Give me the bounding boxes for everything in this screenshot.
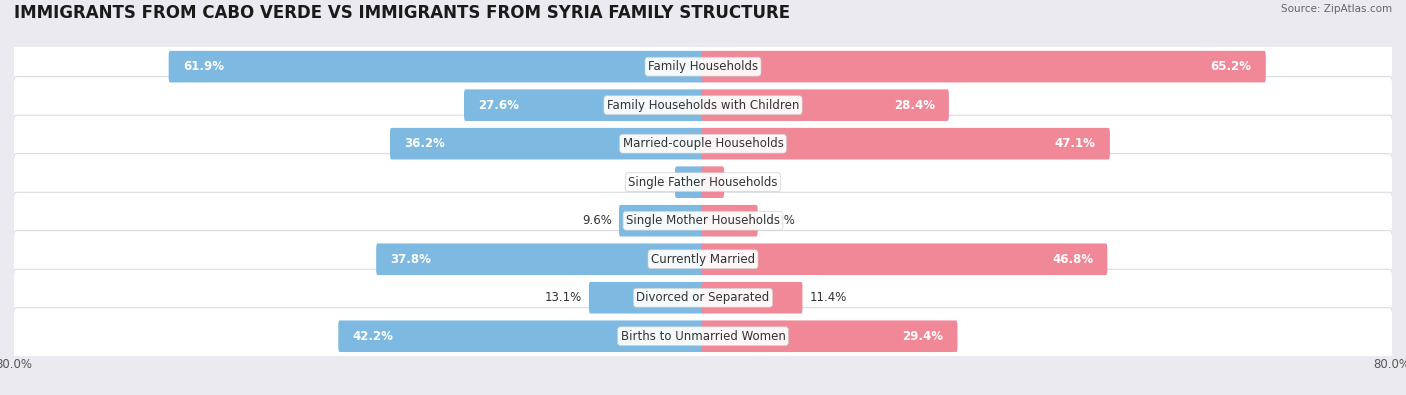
FancyBboxPatch shape bbox=[464, 89, 704, 121]
FancyBboxPatch shape bbox=[377, 243, 704, 275]
FancyBboxPatch shape bbox=[13, 77, 1393, 134]
FancyBboxPatch shape bbox=[13, 154, 1393, 211]
Text: 61.9%: 61.9% bbox=[183, 60, 224, 73]
Text: 9.6%: 9.6% bbox=[582, 214, 612, 227]
FancyBboxPatch shape bbox=[13, 192, 1393, 249]
FancyBboxPatch shape bbox=[702, 205, 758, 237]
FancyBboxPatch shape bbox=[13, 231, 1393, 288]
Text: 37.8%: 37.8% bbox=[391, 253, 432, 266]
Text: Births to Unmarried Women: Births to Unmarried Women bbox=[620, 330, 786, 343]
Text: 36.2%: 36.2% bbox=[404, 137, 446, 150]
Text: Family Households: Family Households bbox=[648, 60, 758, 73]
Text: Single Mother Households: Single Mother Households bbox=[626, 214, 780, 227]
Text: 46.8%: 46.8% bbox=[1052, 253, 1092, 266]
FancyBboxPatch shape bbox=[13, 308, 1393, 365]
Text: 11.4%: 11.4% bbox=[810, 291, 848, 304]
Text: Divorced or Separated: Divorced or Separated bbox=[637, 291, 769, 304]
Text: 13.1%: 13.1% bbox=[544, 291, 582, 304]
FancyBboxPatch shape bbox=[13, 115, 1393, 172]
FancyBboxPatch shape bbox=[389, 128, 704, 160]
FancyBboxPatch shape bbox=[13, 269, 1393, 326]
Text: 6.2%: 6.2% bbox=[765, 214, 794, 227]
Text: 29.4%: 29.4% bbox=[903, 330, 943, 343]
Text: 27.6%: 27.6% bbox=[478, 99, 519, 112]
Text: 2.3%: 2.3% bbox=[731, 176, 761, 189]
Text: 47.1%: 47.1% bbox=[1054, 137, 1095, 150]
FancyBboxPatch shape bbox=[702, 128, 1109, 160]
FancyBboxPatch shape bbox=[13, 38, 1393, 95]
Text: Currently Married: Currently Married bbox=[651, 253, 755, 266]
Text: 3.1%: 3.1% bbox=[638, 176, 668, 189]
Text: 65.2%: 65.2% bbox=[1211, 60, 1251, 73]
Text: Married-couple Households: Married-couple Households bbox=[623, 137, 783, 150]
Text: IMMIGRANTS FROM CABO VERDE VS IMMIGRANTS FROM SYRIA FAMILY STRUCTURE: IMMIGRANTS FROM CABO VERDE VS IMMIGRANTS… bbox=[14, 4, 790, 22]
FancyBboxPatch shape bbox=[619, 205, 704, 237]
FancyBboxPatch shape bbox=[702, 282, 803, 314]
Text: 28.4%: 28.4% bbox=[894, 99, 935, 112]
FancyBboxPatch shape bbox=[702, 166, 724, 198]
FancyBboxPatch shape bbox=[169, 51, 704, 83]
Text: Family Households with Children: Family Households with Children bbox=[607, 99, 799, 112]
FancyBboxPatch shape bbox=[702, 320, 957, 352]
FancyBboxPatch shape bbox=[339, 320, 704, 352]
Text: Single Father Households: Single Father Households bbox=[628, 176, 778, 189]
FancyBboxPatch shape bbox=[675, 166, 704, 198]
FancyBboxPatch shape bbox=[702, 51, 1265, 83]
FancyBboxPatch shape bbox=[702, 243, 1108, 275]
FancyBboxPatch shape bbox=[589, 282, 704, 314]
Text: 42.2%: 42.2% bbox=[353, 330, 394, 343]
FancyBboxPatch shape bbox=[702, 89, 949, 121]
Text: Source: ZipAtlas.com: Source: ZipAtlas.com bbox=[1281, 4, 1392, 14]
